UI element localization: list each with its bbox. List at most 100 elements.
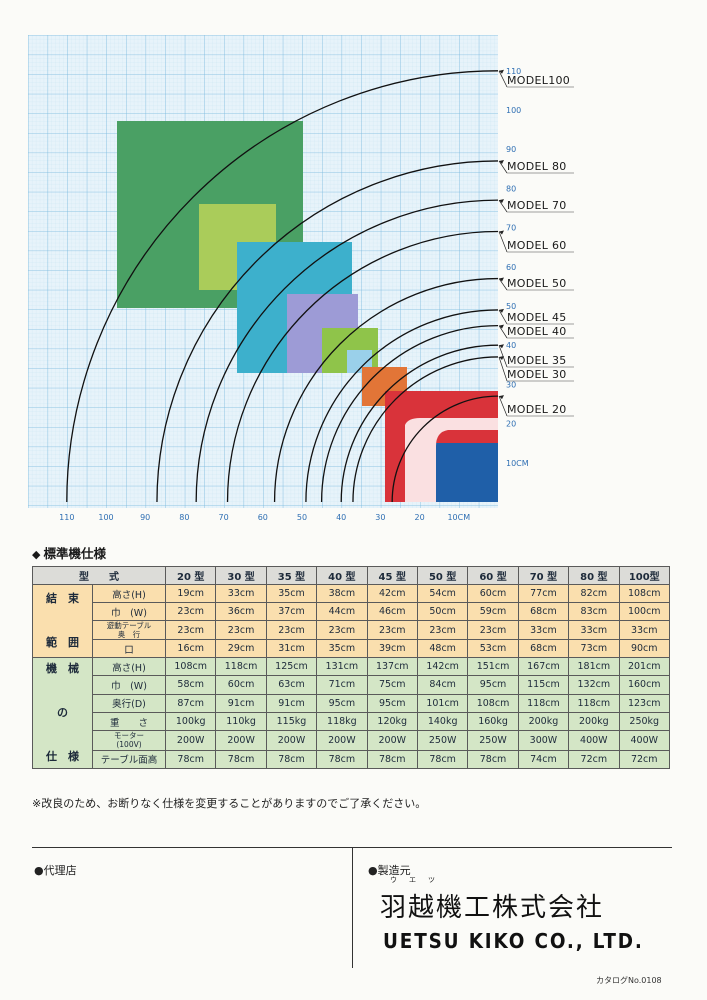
table-cell: 82cm <box>568 584 620 603</box>
arrow-icon <box>499 355 504 360</box>
table-cell: 90cm <box>618 639 671 658</box>
header-model: 45 型 <box>366 566 418 585</box>
y-tick-label: 70 <box>506 224 516 233</box>
table-cell: 137cm <box>366 656 418 677</box>
row-label: 高さ(H) <box>92 656 166 677</box>
table-cell: 23cm <box>164 620 217 640</box>
arc-model50 <box>273 277 498 503</box>
table-cell: 23cm <box>366 620 418 640</box>
leader-line <box>498 231 508 253</box>
x-tick-label: 10CM <box>447 513 470 522</box>
table-cell: 200W <box>265 730 318 751</box>
table-row: 口 16cm 29cm 31cm 35cm 39cm 48cm 53cm 68cm 73cm 90c… <box>33 639 671 658</box>
arrow-icon <box>499 308 504 313</box>
leader-line <box>498 325 508 339</box>
x-tick-label: 100 <box>98 513 113 522</box>
header-model: 80 型 <box>568 566 620 585</box>
table-cell: 100kg <box>164 711 217 732</box>
table-cell: 108cm <box>164 656 217 677</box>
x-tick-label: 70 <box>219 513 229 522</box>
x-tick-label: 80 <box>179 513 189 522</box>
y-tick-label: 110 <box>506 67 521 76</box>
table-cell: 29cm <box>215 639 267 658</box>
x-tick-label: 30 <box>375 513 385 522</box>
maker-label: ●製造元 <box>368 864 411 877</box>
table-cell: 73cm <box>568 639 620 658</box>
company-ruby: ウエツ <box>390 876 447 884</box>
table-cell: 100cm <box>618 602 671 621</box>
table-cell: 78cm <box>416 749 469 770</box>
table-cell: 118cm <box>215 656 267 677</box>
diamond-icon: ◆ <box>32 548 41 561</box>
table-cell: 91cm <box>265 693 318 713</box>
table-row: 巾 (W) 23cm 36cm 37cm 44cm 46cm 50cm 59cm 68cm 83c… <box>33 602 671 621</box>
table-cell: 200W <box>366 730 418 751</box>
table-cell: 200W <box>316 730 368 751</box>
group-machine-spec: 機 械の仕 様 <box>32 657 93 769</box>
model-arcs <box>66 70 498 503</box>
table-cell: 118cm <box>568 693 620 713</box>
model-label: MODEL 70 <box>507 199 567 212</box>
table-cell: 33cm <box>568 620 620 640</box>
table-row: 重 さ 100kg 110kg 115kg 118kg 120kg 140kg 160kg 20… <box>33 711 671 732</box>
arc-model35 <box>340 344 498 503</box>
coverage-chart: 110 100 90 80 70 60 50 40 30 20 10CM 110 100 90 80 70 6… <box>28 35 574 522</box>
table-cell: 200kg <box>517 711 570 732</box>
table-cell: 95cm <box>467 675 519 695</box>
model-label: MODEL 40 <box>507 325 567 338</box>
table-cell: 151cm <box>467 656 519 677</box>
table-row: 奥行(D) 87cm 91cm 91cm 95cm 95cm 101cm 108cm 118cm… <box>33 693 671 713</box>
table-cell: 33cm <box>618 620 671 640</box>
arc-model20 <box>391 395 498 503</box>
block-model20 <box>436 443 498 502</box>
table-cell: 181cm <box>568 656 620 677</box>
table-cell: 91cm <box>215 693 267 713</box>
table-cell: 23cm <box>215 620 267 640</box>
row-label: テーブル面高 <box>92 749 166 770</box>
table-row: モーター (100V) 200W 200W 200W 200W 200W 250W 250W 30… <box>33 730 671 751</box>
table-cell: 36cm <box>215 602 267 621</box>
catalog-number: カタログNo.0108 <box>596 976 662 985</box>
x-tick-label: 20 <box>415 513 425 522</box>
model-label: MODEL 35 <box>507 354 567 367</box>
x-tick-label: 50 <box>297 513 307 522</box>
model-label: MODEL 60 <box>507 239 567 252</box>
table-cell: 250W <box>416 730 469 751</box>
table-cell: 78cm <box>467 749 519 770</box>
leader-line <box>498 278 508 291</box>
row-label: 高さ(H) <box>92 584 166 603</box>
table-row: 結 束範 囲高さ(H) 19cm 33cm 35cm 38cm 42cm 54cm 60cm 7… <box>32 584 671 658</box>
header-model-col: 型 式 <box>32 566 166 585</box>
table-cell: 72cm <box>568 749 620 770</box>
label-leaders <box>498 69 574 417</box>
table-cell: 35cm <box>316 639 368 658</box>
table-cell: 142cm <box>416 656 469 677</box>
arrow-icon <box>499 159 504 164</box>
model-label: MODEL 20 <box>507 403 567 416</box>
table-cell: 75cm <box>366 675 418 695</box>
arrow-icon <box>499 199 504 204</box>
model-labels: MODEL100 MODEL 80 MODEL 70 MODEL 60 MODEL 50… <box>507 74 570 416</box>
table-cell: 58cm <box>164 675 217 695</box>
table-cell: 33cm <box>215 584 267 603</box>
leader-line <box>498 345 508 368</box>
table-cell: 250kg <box>618 711 671 732</box>
table-cell: 54cm <box>416 584 469 603</box>
header-model: 20 型 <box>164 566 217 585</box>
y-tick-label: 40 <box>506 341 516 350</box>
table-cell: 50cm <box>416 602 469 621</box>
table-cell: 68cm <box>517 602 570 621</box>
table-cell: 44cm <box>316 602 368 621</box>
table-cell: 53cm <box>467 639 519 658</box>
table-row: 巾 (W) 58cm 60cm 63cm 71cm 75cm 84cm 95cm 115cm 13… <box>33 675 671 695</box>
table-cell: 115cm <box>517 675 570 695</box>
table-cell: 74cm <box>517 749 570 770</box>
model-label: MODEL 50 <box>507 277 567 290</box>
table-cell: 84cm <box>416 675 469 695</box>
table-cell: 95cm <box>366 693 418 713</box>
x-tick-label: 110 <box>59 513 74 522</box>
model20-inset <box>405 418 498 502</box>
model-blocks <box>117 121 498 502</box>
arrow-icon <box>499 277 504 282</box>
